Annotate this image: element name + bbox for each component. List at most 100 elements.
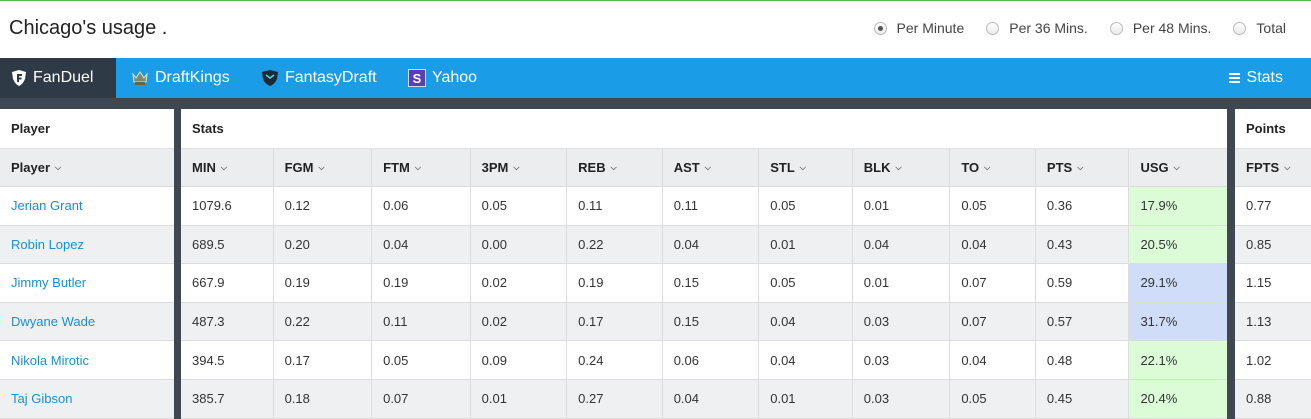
ast-cell: 0.11 bbox=[663, 187, 760, 225]
pts-cell: 0.59 bbox=[1036, 264, 1130, 302]
fgm-cell: 0.12 bbox=[274, 187, 373, 225]
to-column-label: TO bbox=[961, 160, 980, 175]
player-panel: Player Player ⌵ Jerian Grant Robin Lopez J… bbox=[0, 109, 174, 419]
stats-rows: 1079.6 0.12 0.06 0.05 0.11 0.11 0.05 0.01 0.05 0.… bbox=[181, 187, 1227, 419]
stl-cell: 0.01 bbox=[759, 225, 853, 264]
player-name-link[interactable]: Dwyane Wade bbox=[11, 314, 96, 330]
fgm-cell: 0.20 bbox=[274, 225, 373, 264]
pts-column-label: PTS bbox=[1046, 160, 1073, 175]
ast-column-header[interactable]: AST ⌵ bbox=[663, 149, 760, 186]
draftkings-crown-icon bbox=[131, 69, 149, 87]
ast-cell: 0.15 bbox=[663, 264, 760, 302]
blk-cell: 0.03 bbox=[853, 302, 951, 341]
tab-yahoo[interactable]: S Yahoo bbox=[408, 58, 477, 98]
table-row: 0.88 bbox=[1235, 379, 1311, 419]
site-tabbar: FanDuel DraftKings FantasyDraft S Yahoo … bbox=[0, 58, 1311, 98]
table-row: 1.15 bbox=[1235, 264, 1311, 303]
usg-column-label: USG bbox=[1140, 160, 1169, 175]
pts-cell: 0.45 bbox=[1036, 379, 1130, 418]
stl-column-header[interactable]: STL ⌵ bbox=[759, 149, 853, 186]
player-column-label: Player bbox=[11, 160, 51, 175]
chevron-down-icon: ⌵ bbox=[55, 162, 62, 172]
chevron-down-icon: ⌵ bbox=[799, 162, 806, 172]
rate-radio-option[interactable]: Per 36 Mins. bbox=[986, 20, 1088, 36]
to-cell: 0.05 bbox=[950, 187, 1036, 225]
pts-column-header[interactable]: PTS ⌵ bbox=[1036, 149, 1130, 186]
3pm-cell: 0.02 bbox=[471, 302, 568, 341]
min-column-label: MIN bbox=[192, 160, 216, 175]
tab-fanduel[interactable]: FanDuel bbox=[0, 58, 116, 98]
fgm-cell: 0.17 bbox=[274, 341, 373, 379]
table-row: Nikola Mirotic bbox=[0, 341, 174, 380]
player-group-header: Player bbox=[0, 109, 174, 149]
radio-button-icon bbox=[986, 21, 1000, 35]
reb-column-header[interactable]: REB ⌵ bbox=[567, 149, 663, 186]
fpts-cell: 0.77 bbox=[1246, 198, 1272, 214]
rate-radio-option[interactable]: Per 48 Mins. bbox=[1109, 20, 1212, 36]
rate-radio-label: Total bbox=[1256, 20, 1286, 36]
player-name-link[interactable]: Nikola Mirotic bbox=[11, 352, 90, 368]
ftm-cell: 0.05 bbox=[372, 341, 471, 379]
to-cell: 0.04 bbox=[950, 341, 1036, 379]
blk-cell: 0.01 bbox=[853, 187, 951, 225]
rate-radio-option[interactable]: Total bbox=[1233, 20, 1286, 36]
ast-cell: 0.04 bbox=[663, 225, 760, 264]
chevron-down-icon: ⌵ bbox=[984, 162, 991, 172]
pts-cell: 0.57 bbox=[1036, 302, 1130, 341]
min-cell: 385.7 bbox=[181, 379, 274, 418]
chevron-down-icon: ⌵ bbox=[414, 162, 421, 172]
stl-cell: 0.01 bbox=[759, 379, 853, 418]
player-name-link[interactable]: Robin Lopez bbox=[11, 236, 84, 252]
usg-column-header[interactable]: USG ⌵ bbox=[1129, 149, 1227, 186]
rate-radio-option[interactable]: Per Minute bbox=[873, 20, 964, 36]
ftm-cell: 0.11 bbox=[372, 302, 471, 341]
player-rows: Jerian Grant Robin Lopez Jimmy Butler Dwyan… bbox=[0, 187, 174, 419]
player-name-link[interactable]: Jerian Grant bbox=[11, 198, 83, 214]
3pm-column-header[interactable]: 3PM ⌵ bbox=[471, 149, 568, 186]
player-name-link[interactable]: Jimmy Butler bbox=[11, 275, 87, 291]
fpts-cell: 1.15 bbox=[1246, 275, 1272, 291]
blk-cell: 0.01 bbox=[853, 264, 951, 302]
to-column-header[interactable]: TO ⌵ bbox=[950, 149, 1036, 186]
player-cell: Jerian Grant bbox=[0, 187, 174, 225]
usg-cell: 20.4% bbox=[1129, 379, 1227, 418]
table-row: 667.9 0.19 0.19 0.02 0.19 0.15 0.05 0.01 0.07 0.5… bbox=[181, 264, 1227, 303]
chevron-down-icon: ⌵ bbox=[704, 162, 711, 172]
player-name-link[interactable]: Taj Gibson bbox=[11, 391, 73, 407]
rate-radio-label: Per 48 Mins. bbox=[1132, 20, 1212, 36]
reb-column-label: REB bbox=[578, 160, 606, 175]
min-cell: 1079.6 bbox=[181, 187, 274, 225]
blk-column-header[interactable]: BLK ⌵ bbox=[853, 149, 951, 186]
ftm-cell: 0.19 bbox=[372, 264, 471, 302]
ast-column-label: AST bbox=[673, 160, 700, 175]
min-column-header[interactable]: MIN ⌵ bbox=[181, 149, 274, 186]
tab-draftkings[interactable]: DraftKings bbox=[131, 58, 230, 98]
to-cell: 0.07 bbox=[950, 302, 1036, 341]
stl-column-label: STL bbox=[770, 160, 795, 175]
to-cell: 0.04 bbox=[950, 225, 1036, 264]
chevron-down-icon: ⌵ bbox=[220, 162, 227, 172]
stats-menu-button[interactable]: Stats bbox=[1228, 58, 1283, 98]
ftm-cell: 0.04 bbox=[372, 225, 471, 264]
reb-cell: 0.11 bbox=[567, 187, 663, 225]
fpts-column-header[interactable]: FPTS ⌵ bbox=[1235, 149, 1311, 186]
top-accent-line bbox=[0, 0, 1311, 1]
player-cell: Jimmy Butler bbox=[0, 264, 174, 302]
fantasydraft-shield-icon bbox=[261, 69, 279, 87]
tab-fantasydraft[interactable]: FantasyDraft bbox=[261, 58, 377, 98]
fgm-column-header[interactable]: FGM ⌵ bbox=[274, 149, 373, 186]
table-row: 0.77 bbox=[1235, 187, 1311, 226]
player-column-header[interactable]: Player ⌵ bbox=[0, 149, 174, 186]
3pm-cell: 0.05 bbox=[471, 187, 568, 225]
chevron-down-icon: ⌵ bbox=[513, 162, 520, 172]
yahoo-icon: S bbox=[408, 69, 426, 87]
player-header-row: Player ⌵ bbox=[0, 149, 174, 187]
reb-cell: 0.22 bbox=[567, 225, 663, 264]
table-row: 487.3 0.22 0.11 0.02 0.17 0.15 0.04 0.03 0.07 0.5… bbox=[181, 302, 1227, 342]
tab-yahoo-label: Yahoo bbox=[432, 69, 478, 86]
chevron-down-icon: ⌵ bbox=[610, 162, 617, 172]
points-header-row: FPTS ⌵ bbox=[1235, 149, 1311, 187]
stl-cell: 0.05 bbox=[759, 187, 853, 225]
player-cell: Dwyane Wade bbox=[0, 303, 174, 341]
ftm-column-header[interactable]: FTM ⌵ bbox=[372, 149, 471, 186]
